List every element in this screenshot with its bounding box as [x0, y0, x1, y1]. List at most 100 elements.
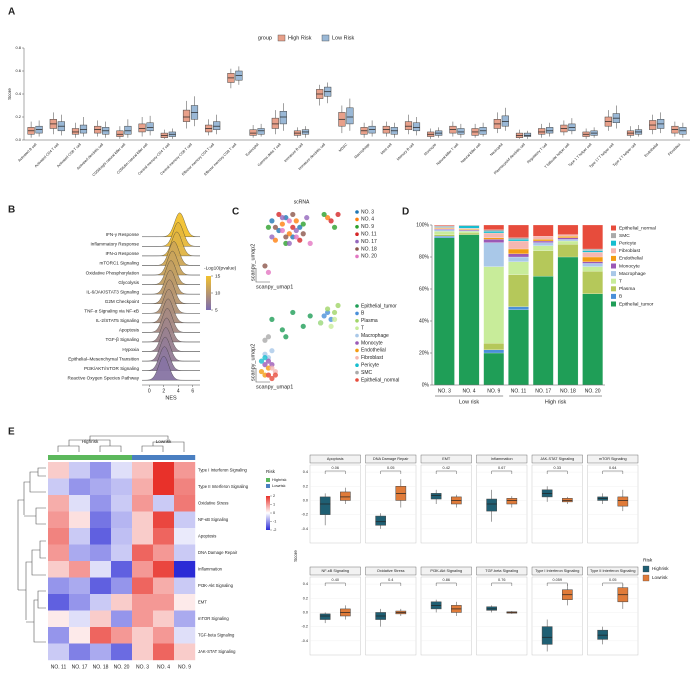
legend-label: Highrisk [272, 477, 286, 482]
y-tick-label: -0.2 [301, 513, 308, 517]
heatmap-cell [90, 627, 112, 644]
bar-segment [557, 234, 579, 237]
p-value-label: 0.86 [443, 578, 450, 582]
chart-title: scRNA [294, 199, 310, 205]
ridge [141, 298, 201, 324]
box [617, 496, 629, 507]
bar-segment [434, 229, 455, 232]
heatmap-cell [90, 643, 112, 661]
heatmap-cell [111, 594, 133, 611]
facet-panel [365, 576, 417, 656]
row-label: JAK-STAT Signaling [198, 649, 236, 654]
facet-strip [476, 566, 528, 576]
x-tick-label: Immature B cell [283, 142, 304, 163]
bar-segment [582, 261, 603, 264]
legend-swatch [611, 255, 616, 261]
bar-segment [508, 256, 529, 262]
point [335, 302, 341, 309]
group-label: High risk [545, 399, 567, 405]
point [265, 224, 272, 230]
legend-swatch [277, 34, 286, 42]
point [269, 348, 275, 354]
y-tick-label: 0.2 [303, 484, 308, 488]
bar-segment [532, 276, 554, 386]
point [265, 358, 272, 364]
heatmap-cell [90, 594, 112, 611]
y-tick-label: 0.2 [15, 114, 21, 119]
legend-label: Plasma [361, 318, 378, 324]
column-annotation [132, 455, 154, 460]
y-tick-label: TGF-β Signaling [105, 337, 139, 342]
bar-segment [582, 224, 603, 250]
y-tick-label: 100% [416, 222, 429, 228]
facet-panel [309, 576, 361, 656]
point [269, 316, 275, 322]
point [328, 218, 334, 224]
facet-strip [587, 566, 639, 576]
point [293, 218, 299, 224]
legend-label: Monocyte [361, 340, 383, 346]
axis-arrows [255, 368, 270, 383]
ridge [141, 327, 201, 352]
ridge [141, 308, 201, 333]
box [375, 515, 386, 526]
colorbar-tick-label: -2 [273, 528, 276, 532]
box [404, 121, 413, 130]
row-label: DNA Damage Repair [198, 550, 238, 555]
heatmap-cell [69, 643, 91, 661]
legend-label: Fibroblast [361, 355, 384, 361]
heatmap-cell [174, 627, 196, 644]
bar-segment [582, 248, 603, 251]
heatmap-cell [132, 627, 154, 644]
bar-segment [483, 232, 505, 238]
legend-label: SMC [361, 370, 373, 376]
significance-bracket [491, 582, 513, 586]
significance-bracket [435, 582, 457, 586]
box [182, 109, 191, 122]
heatmap-cell [132, 528, 154, 545]
x-tick-label: MDSC [338, 142, 349, 153]
x-tick-label: NO. 20 [585, 388, 601, 394]
p-value-label: 0.06 [332, 466, 339, 470]
x-tick-label: Natural killer cell [460, 142, 482, 164]
x-tick-label: NO. 11 [511, 388, 527, 394]
legend-label: Epithelial_tumor [361, 303, 397, 309]
point [321, 313, 327, 319]
heatmap-cell [90, 462, 112, 479]
legend-marker [355, 363, 359, 368]
legend-swatch [611, 301, 616, 307]
bar-segment [434, 234, 455, 237]
legend-swatch [611, 225, 616, 231]
bar-segment [508, 309, 529, 386]
facet-strip [476, 454, 528, 464]
facet-title: EMT [442, 457, 451, 461]
significance-bracket [324, 582, 346, 586]
facet-title: DNA Damage Repair [373, 457, 409, 461]
legend-marker [355, 225, 359, 229]
y-tick-label: 0.0 [303, 498, 308, 502]
box [124, 125, 132, 135]
bar-segment [483, 343, 505, 350]
heatmap-cell [174, 594, 196, 611]
bar-segment [434, 226, 455, 228]
point [283, 334, 289, 340]
y-tick-label: 40% [419, 318, 430, 324]
heatmap-cell [174, 528, 196, 545]
bar-segment [582, 250, 603, 253]
heatmap-cell [111, 544, 133, 562]
p-value-label: 0.05 [609, 578, 616, 582]
heatmap-cell [174, 643, 196, 661]
row-label: TGF-beta Signaling [198, 632, 235, 637]
legend-swatch [611, 293, 616, 299]
bar-segment [532, 242, 554, 246]
column-annotation [90, 455, 112, 460]
ridge [141, 222, 201, 247]
box [486, 606, 497, 611]
bar-segment [532, 245, 554, 251]
legend-label: Pericyte [619, 240, 637, 246]
facet-strip [365, 454, 417, 464]
y-tick-label: IL-6/JAK/STAT3 Signaling [86, 289, 139, 294]
legend-marker [355, 356, 359, 360]
heatmap-cell [132, 495, 154, 512]
point [269, 218, 275, 224]
